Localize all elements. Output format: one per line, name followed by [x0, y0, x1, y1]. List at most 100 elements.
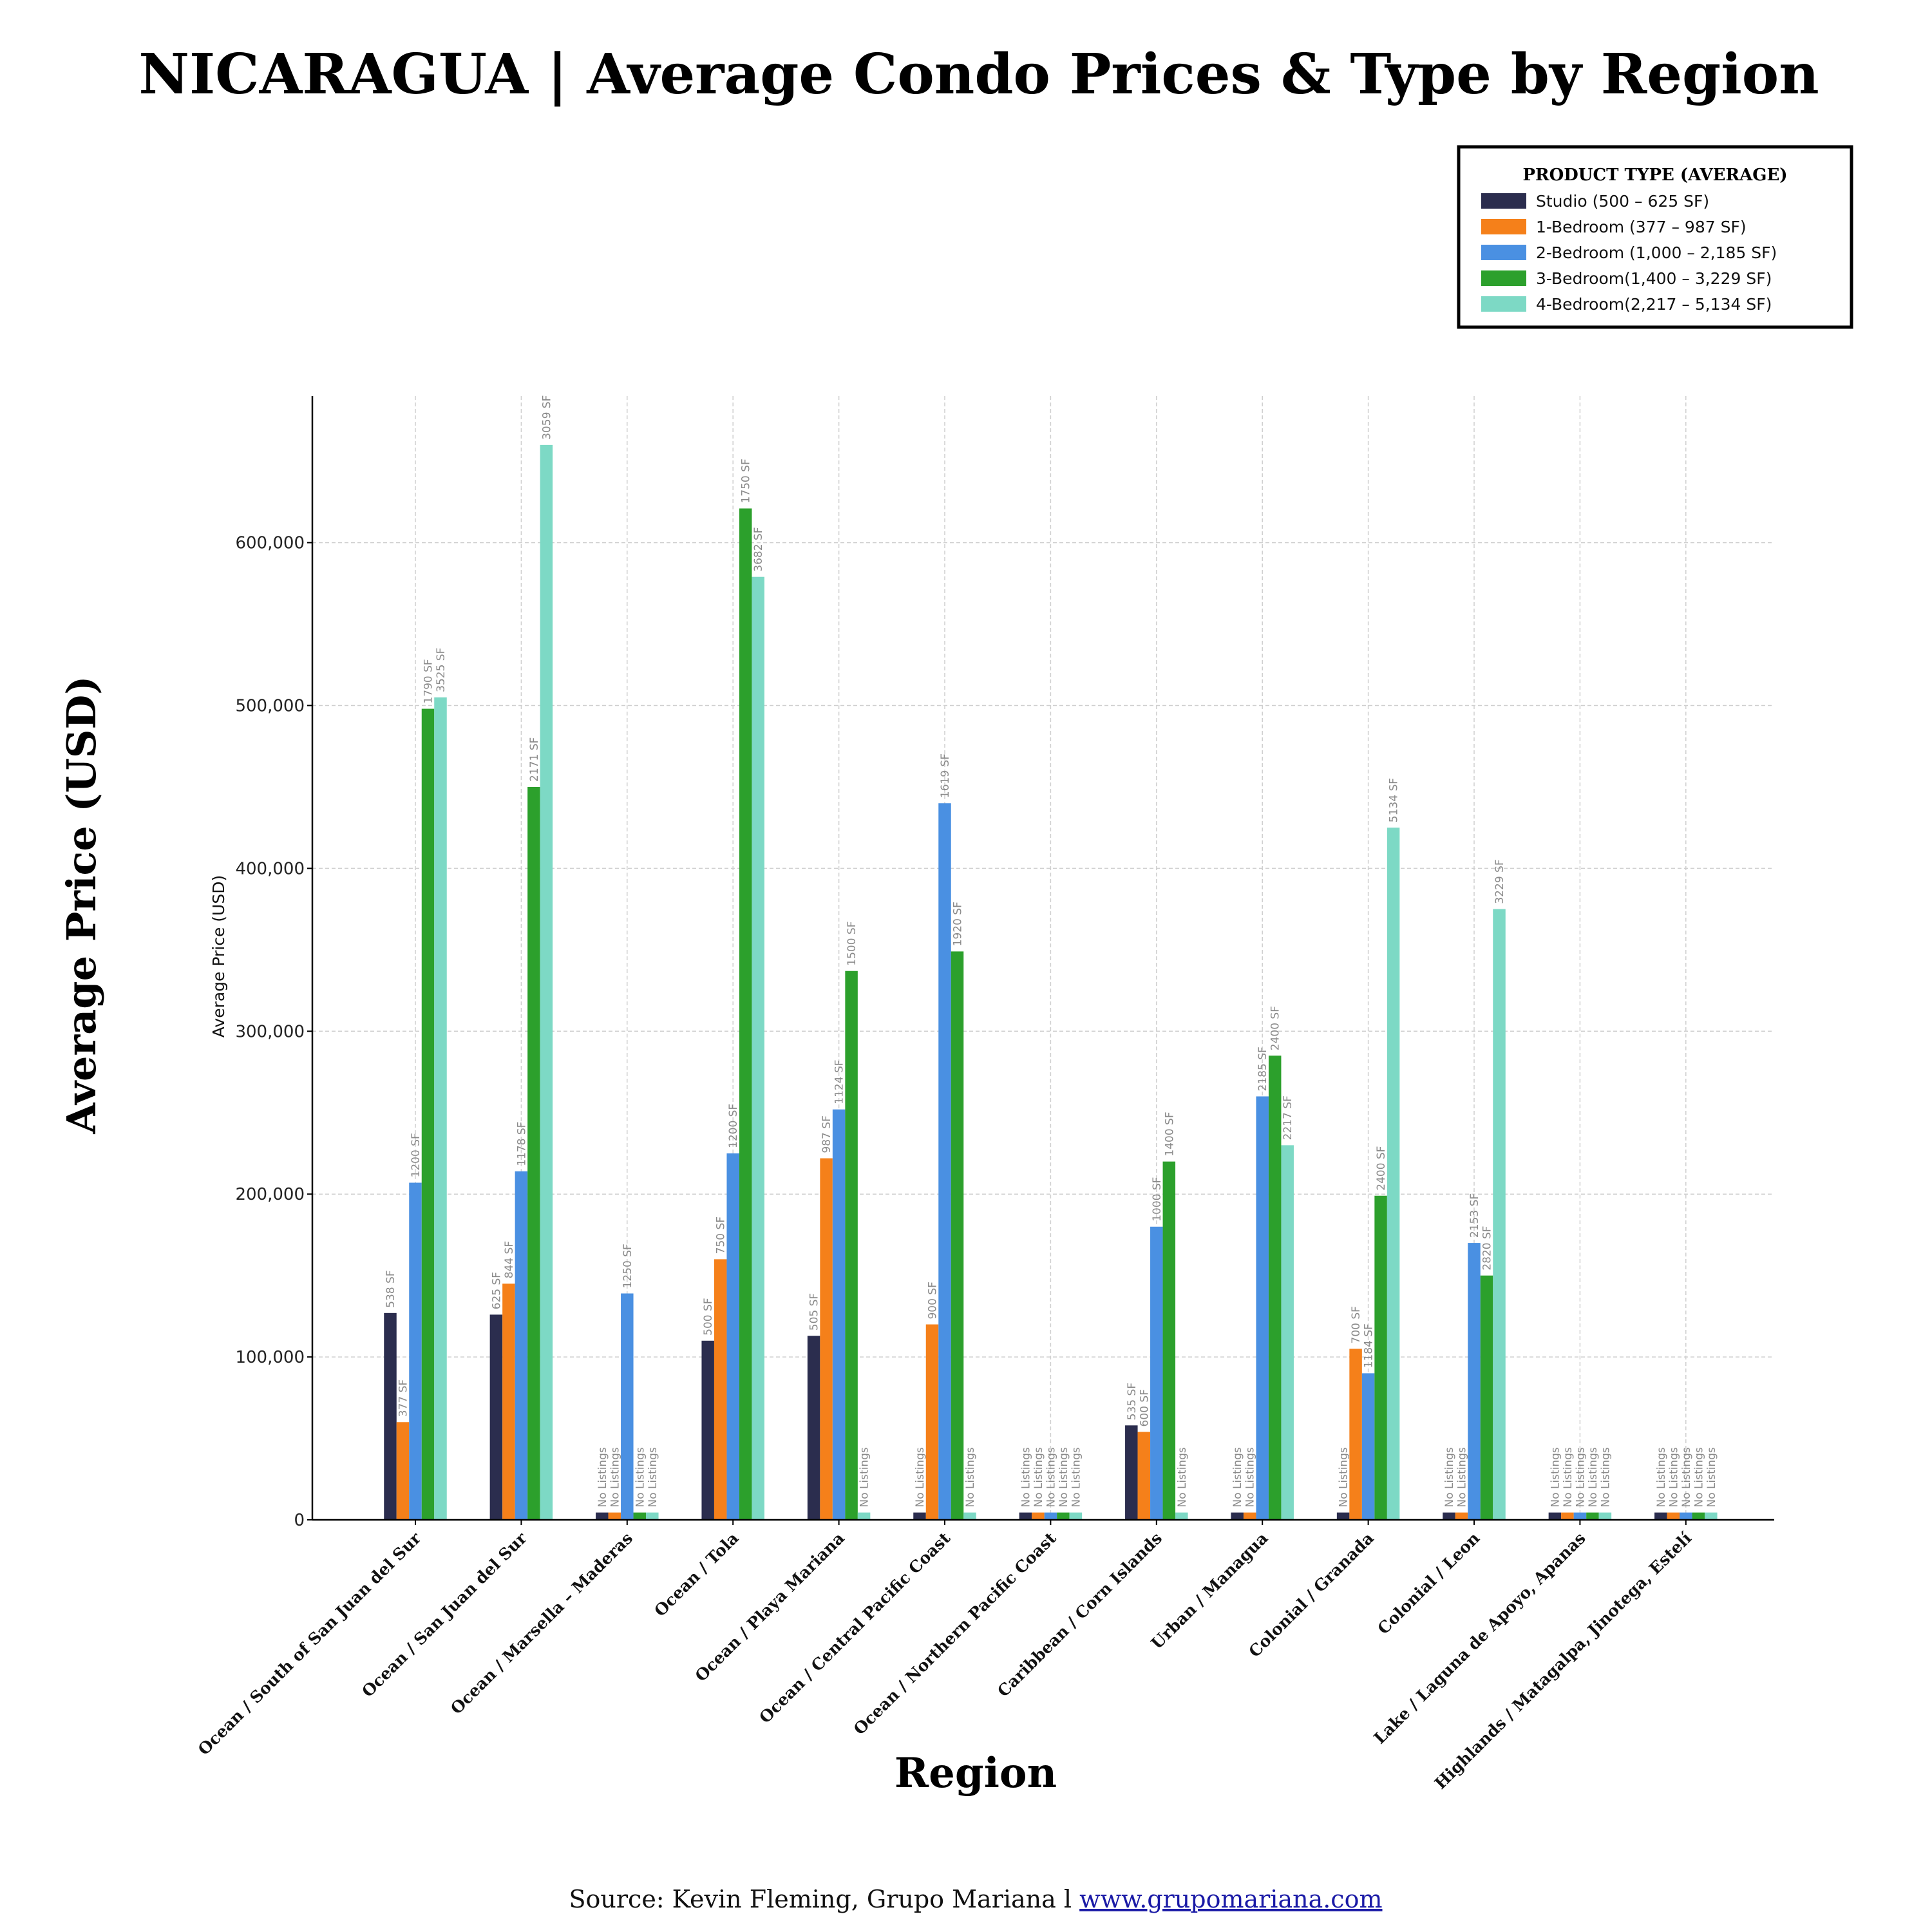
legend-swatch [1481, 270, 1526, 286]
y-tick-label: 0 [294, 1511, 305, 1530]
bar-data-label: No Listings [1019, 1447, 1032, 1508]
bar-data-label: No Listings [609, 1447, 621, 1508]
bar [409, 1182, 422, 1520]
bar [1443, 1512, 1455, 1520]
bar [857, 1512, 871, 1520]
bar [1455, 1512, 1468, 1520]
bar-data-label: No Listings [1176, 1447, 1189, 1508]
bar [621, 1293, 634, 1520]
bar [845, 971, 858, 1520]
bar [1044, 1512, 1057, 1520]
bars-layer [384, 444, 1718, 1520]
bar-data-label: 1400 SF [1163, 1112, 1176, 1156]
bar-data-label: 1500 SF [846, 921, 858, 965]
bar [925, 1324, 939, 1520]
bar [1019, 1512, 1032, 1520]
bar-data-label: No Listings [1667, 1447, 1680, 1508]
bar [1243, 1512, 1256, 1520]
y-tick-labels: 0 100,000 200,000 300,000 400,000 500,000 600,… [235, 534, 312, 1530]
bar [596, 1512, 609, 1520]
bar-data-label: No Listings [1680, 1447, 1693, 1508]
bar-data-label: No Listings [1587, 1447, 1600, 1508]
y-tick-label: 200,000 [235, 1185, 305, 1204]
legend-swatch [1481, 193, 1526, 209]
y-tick-label: 400,000 [235, 859, 305, 878]
bar [1705, 1512, 1718, 1520]
bar [1692, 1512, 1705, 1520]
bar [1349, 1349, 1362, 1520]
bar-data-label: 500 SF [702, 1298, 715, 1335]
bar [1125, 1425, 1138, 1520]
bar [1387, 828, 1400, 1520]
bar [1162, 1161, 1176, 1520]
bar-data-label: No Listings [914, 1447, 927, 1508]
bar [1336, 1512, 1350, 1520]
bar [1032, 1512, 1045, 1520]
x-category-label: Ocean / Marsella – Maderas [447, 1529, 636, 1718]
bar-data-label: No Listings [647, 1447, 659, 1508]
bar-data-label: No Listings [1045, 1447, 1057, 1508]
bar [1137, 1432, 1151, 1520]
bar-data-label: 1184 SF [1363, 1323, 1376, 1368]
bar [1069, 1512, 1083, 1520]
bar-data-label: No Listings [858, 1447, 871, 1508]
bar-data-label: 1790 SF [422, 659, 435, 703]
bar [1598, 1512, 1612, 1520]
bar-data-label: 1920 SF [952, 902, 965, 946]
bar-data-label: No Listings [1231, 1447, 1244, 1508]
bar [701, 1340, 714, 1520]
bar-data-label: 2400 SF [1375, 1146, 1388, 1190]
bar-data-label: 750 SF [715, 1217, 728, 1254]
y-tick-label: 100,000 [235, 1348, 305, 1367]
bar [1586, 1512, 1599, 1520]
bar [1057, 1512, 1070, 1520]
bar-data-label: 505 SF [808, 1293, 821, 1331]
bar-data-label: 700 SF [1350, 1306, 1363, 1343]
bar [1268, 1056, 1282, 1520]
bar-data-label: 987 SF [820, 1115, 833, 1153]
bar-data-label: 3059 SF [540, 395, 553, 440]
x-category-label: Ocean / Northern Pacific Coast [850, 1528, 1060, 1738]
bar-data-label: 5134 SF [1388, 778, 1401, 822]
bar-labels-layer: 538 SF 377 SF 1200 SF 1790 SF 3525 SF 625 SF8… [384, 395, 1718, 1508]
bar [384, 1312, 397, 1520]
bar [739, 508, 752, 1520]
legend-entry: Studio (500 – 625 SF) [1536, 192, 1709, 211]
bar [1256, 1096, 1269, 1520]
bar [1493, 909, 1506, 1520]
bar [832, 1109, 846, 1520]
bar-data-label: 1200 SF [727, 1104, 740, 1148]
bar [540, 444, 553, 1520]
bar [1680, 1512, 1692, 1520]
bar-data-label: 3229 SF [1493, 859, 1506, 904]
legend-swatch [1481, 245, 1526, 260]
bar-data-label: 377 SF [397, 1379, 410, 1417]
bar-data-label: No Listings [1443, 1447, 1456, 1508]
bar [807, 1336, 820, 1520]
x-category-label: Ocean / Central Pacific Coast [755, 1528, 954, 1727]
source-link[interactable]: www.grupomariana.com [1079, 1885, 1382, 1913]
bar-data-label: 3682 SF [752, 527, 765, 571]
bar [527, 786, 540, 1520]
bar [1361, 1373, 1375, 1520]
source-prefix: Source: Kevin Fleming, Grupo Mariana l [569, 1885, 1079, 1913]
bar [489, 1314, 503, 1520]
y-tick-label: 500,000 [235, 697, 305, 716]
bar-data-label: No Listings [1562, 1447, 1575, 1508]
bar [1561, 1512, 1574, 1520]
bar [515, 1171, 528, 1520]
x-category-label: Ocean / San Juan del Sur [358, 1528, 531, 1701]
bar-data-label: No Listings [1574, 1447, 1587, 1508]
bar-data-label: No Listings [1070, 1447, 1083, 1508]
x-category-label: Urban / Managua [1148, 1529, 1272, 1653]
bar [1374, 1195, 1387, 1520]
bar [951, 951, 964, 1520]
bar-data-label: No Listings [1057, 1447, 1070, 1508]
bar [421, 708, 435, 1520]
y-tick-label: 600,000 [235, 534, 305, 553]
bar-data-label: 1178 SF [515, 1122, 528, 1166]
bar [1573, 1512, 1587, 1520]
x-category-label: Caribbean / Corn Islands [994, 1529, 1166, 1701]
legend-entry: 4-Bedroom(2,217 – 5,134 SF) [1536, 295, 1772, 314]
